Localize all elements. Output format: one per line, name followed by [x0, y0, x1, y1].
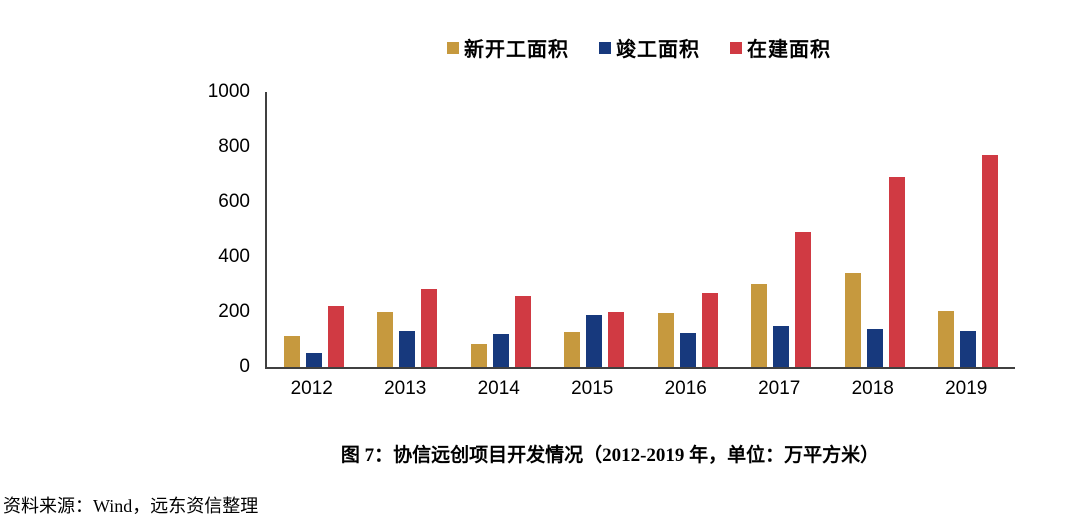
bar-竣工面积-2015 — [586, 314, 603, 367]
y-tick-label: 1000 — [207, 81, 250, 102]
y-tick-label: 0 — [239, 356, 250, 377]
legend-swatch-square-icon — [730, 41, 742, 54]
bar-新开工面积-2017 — [751, 283, 768, 367]
legend-swatch-square-icon — [599, 41, 611, 54]
bar-新开工面积-2015 — [564, 332, 581, 367]
bar-group-2016 — [641, 92, 735, 367]
x-axis-label-2017: 2017 — [758, 378, 801, 399]
bar-chart-plot-area — [265, 92, 1015, 369]
legend-label: 在建面积 — [747, 39, 831, 61]
bar-group-2012 — [267, 92, 361, 367]
bar-新开工面积-2012 — [283, 335, 300, 367]
x-axis-label-2012: 2012 — [290, 378, 333, 399]
bar-新开工面积-2018 — [844, 273, 861, 367]
bar-新开工面积-2019 — [938, 310, 955, 367]
legend-label: 新开工面积 — [464, 39, 569, 61]
bar-在建面积-2014 — [514, 295, 531, 367]
x-axis-label-2019: 2019 — [945, 378, 988, 399]
bar-竣工面积-2016 — [679, 333, 696, 367]
data-source-note: 资料来源：Wind，远东资信整理 — [3, 496, 259, 516]
bar-新开工面积-2016 — [657, 313, 674, 367]
x-axis-label-2013: 2013 — [384, 378, 427, 399]
bar-group-2014 — [454, 92, 548, 367]
x-axis-label-2016: 2016 — [664, 378, 707, 399]
bar-在建面积-2013 — [421, 288, 438, 367]
bar-竣工面积-2017 — [773, 326, 790, 367]
figure-caption: 图 7：协信远创项目开发情况（2012-2019 年，单位：万平方米） — [340, 445, 880, 466]
bar-在建面积-2019 — [982, 155, 999, 367]
bar-竣工面积-2012 — [305, 353, 322, 367]
legend-label: 竣工面积 — [616, 39, 700, 61]
bar-group-2017 — [735, 92, 829, 367]
bar-竣工面积-2014 — [492, 334, 509, 367]
bar-在建面积-2012 — [327, 305, 344, 367]
legend-swatch-square-icon — [447, 41, 459, 54]
bar-新开工面积-2014 — [470, 343, 487, 367]
bar-group-2019 — [922, 92, 1016, 367]
x-axis-labels: 2012 2013 2014 2015 2016 2017 2018 2019 — [265, 378, 1013, 400]
x-axis-label-2018: 2018 — [851, 378, 894, 399]
y-tick-label: 400 — [218, 246, 250, 267]
y-tick-label: 200 — [218, 301, 250, 322]
bar-在建面积-2018 — [888, 176, 905, 367]
y-tick-label: 600 — [218, 191, 250, 212]
x-axis-label-2015: 2015 — [571, 378, 614, 399]
bar-新开工面积-2013 — [377, 312, 394, 367]
bar-竣工面积-2018 — [866, 329, 883, 367]
bar-group-2015 — [548, 92, 642, 367]
bar-在建面积-2016 — [701, 292, 718, 367]
bar-在建面积-2015 — [608, 312, 625, 367]
legend-item: 竣工面积 — [599, 33, 700, 62]
bar-在建面积-2017 — [795, 232, 812, 367]
x-axis-label-2014: 2014 — [477, 378, 520, 399]
bar-竣工面积-2013 — [399, 330, 416, 367]
bar-竣工面积-2019 — [960, 331, 977, 367]
legend-item: 在建面积 — [730, 33, 831, 62]
y-tick-label: 800 — [218, 136, 250, 157]
chart-legend: 新开工面积 竣工面积 在建面积 — [265, 33, 1013, 62]
bar-group-2013 — [361, 92, 455, 367]
bar-group-2018 — [828, 92, 922, 367]
legend-item: 新开工面积 — [447, 33, 569, 62]
